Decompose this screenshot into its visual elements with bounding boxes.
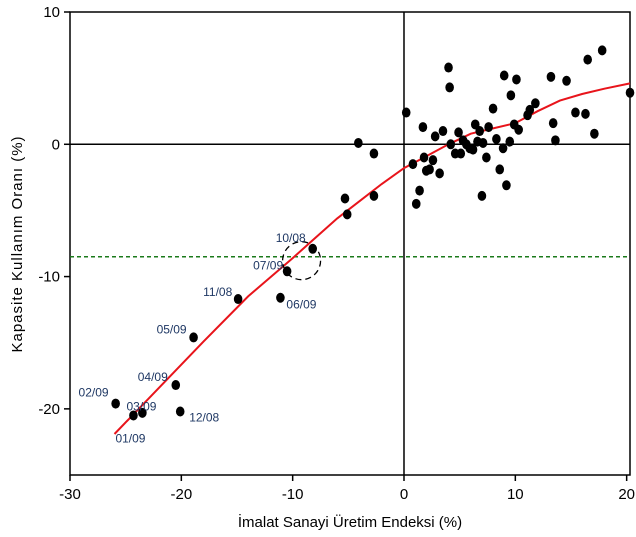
data-point <box>438 126 448 137</box>
data-point <box>129 410 138 421</box>
y-tick-label: 0 <box>52 136 60 153</box>
data-point <box>444 62 453 73</box>
data-point <box>502 180 511 191</box>
data-point <box>408 159 418 170</box>
data-point <box>571 107 580 118</box>
y-tick-label: -20 <box>38 401 60 418</box>
data-point <box>415 185 424 196</box>
data-point <box>445 82 454 93</box>
x-tick-label: 10 <box>507 486 524 503</box>
data-point <box>475 126 485 137</box>
data-point <box>411 198 421 209</box>
data-point <box>531 98 540 109</box>
data-point <box>546 71 556 82</box>
data-point <box>369 190 379 201</box>
data-point <box>583 54 592 65</box>
point-annotation-label: 02/09 <box>79 386 109 400</box>
data-point <box>597 45 607 56</box>
x-axis-ticks: -30 -20 -10 0 10 20 <box>59 475 635 503</box>
data-point <box>505 136 515 147</box>
point-annotation-label: 12/08 <box>189 411 219 425</box>
data-point <box>495 164 505 175</box>
x-tick-label: -30 <box>59 486 81 503</box>
data-point <box>590 128 599 139</box>
data-point <box>418 122 428 133</box>
plot-frame <box>69 11 631 476</box>
data-point <box>428 155 438 166</box>
data-point <box>340 193 350 204</box>
data-point <box>430 131 440 142</box>
data-point <box>233 294 243 305</box>
data-point <box>456 148 466 159</box>
data-point <box>499 70 509 81</box>
data-point <box>111 398 120 409</box>
x-tick-label: -10 <box>282 486 304 503</box>
data-point <box>551 135 560 146</box>
data-point <box>189 332 198 343</box>
y-tick-label: -10 <box>38 269 60 286</box>
data-point <box>138 407 147 418</box>
x-tick-label: 20 <box>618 486 635 503</box>
data-point <box>581 108 590 119</box>
data-point <box>498 143 508 154</box>
data-points <box>111 45 635 421</box>
data-point <box>354 137 363 148</box>
data-point <box>425 164 434 175</box>
data-point <box>488 103 498 114</box>
data-point <box>175 406 185 417</box>
data-point <box>484 122 493 133</box>
data-point <box>625 87 635 98</box>
fit-line-group <box>113 82 631 435</box>
highlight-circle <box>281 241 322 281</box>
data-point <box>276 292 285 303</box>
x-tick-label: -20 <box>170 486 192 503</box>
point-annotation-label: 05/09 <box>157 322 187 336</box>
point-annotations: 02/09 03/09 01/09 04/09 12/08 05/09 11/08 06/09… <box>79 231 317 446</box>
data-point <box>446 139 456 150</box>
point-annotation-label: 11/08 <box>203 285 232 299</box>
point-annotation-label: 03/09 <box>126 399 156 413</box>
point-annotation-label: 07/09 <box>253 258 283 272</box>
data-point <box>342 209 352 220</box>
data-point <box>525 104 535 115</box>
data-point <box>482 152 491 163</box>
data-point <box>562 75 571 86</box>
data-point <box>369 148 379 159</box>
point-annotation-label: 10/08 <box>276 231 306 245</box>
data-point <box>478 137 488 148</box>
x-axis-label: İmalat Sanayi Üretim Endeksi (%) <box>238 513 462 531</box>
x-tick-label: 0 <box>400 486 408 503</box>
data-point <box>548 118 558 129</box>
y-axis-ticks: -20 -10 0 10 <box>38 4 70 418</box>
point-annotation-label: 01/09 <box>115 431 145 445</box>
y-tick-label: 10 <box>43 4 60 21</box>
data-point <box>171 380 181 391</box>
plot-border <box>69 11 631 476</box>
y-axis-label: Kapasite Kullanım Oranı (%) <box>9 135 26 352</box>
data-point <box>419 152 429 163</box>
data-point <box>514 124 523 135</box>
data-point <box>506 90 516 101</box>
point-annotation-label: 06/09 <box>286 298 316 312</box>
data-point <box>435 168 444 179</box>
fit-line <box>113 82 631 435</box>
data-point <box>512 74 521 85</box>
highlight-group <box>281 241 322 281</box>
point-annotation-label: 04/09 <box>138 370 168 384</box>
data-point <box>477 190 487 201</box>
data-point <box>468 144 478 155</box>
data-point <box>454 127 463 138</box>
reference-lines <box>70 12 630 475</box>
data-point <box>492 133 501 144</box>
data-point <box>401 107 411 118</box>
